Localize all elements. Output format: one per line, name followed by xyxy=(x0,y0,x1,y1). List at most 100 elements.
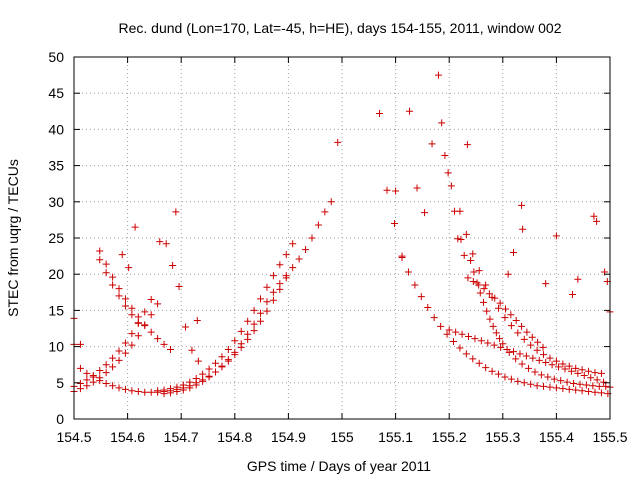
y-tick-label: 35 xyxy=(48,158,64,174)
data-point xyxy=(115,356,123,364)
data-point xyxy=(501,314,509,322)
data-point xyxy=(289,264,297,272)
data-point xyxy=(121,385,129,393)
data-point xyxy=(518,360,526,368)
data-point xyxy=(597,389,605,397)
data-point xyxy=(398,254,406,262)
data-point xyxy=(590,212,598,220)
data-point xyxy=(156,238,164,246)
data-point xyxy=(244,317,252,325)
y-tick-label: 10 xyxy=(48,339,64,355)
data-point xyxy=(495,370,503,378)
data-point xyxy=(257,309,265,317)
data-point xyxy=(574,275,582,283)
data-point xyxy=(128,330,136,338)
data-point xyxy=(447,182,455,190)
data-point xyxy=(514,377,522,385)
data-point xyxy=(507,322,515,330)
data-point xyxy=(540,382,548,390)
data-point xyxy=(237,327,245,335)
data-point xyxy=(454,235,462,243)
data-point xyxy=(166,345,174,353)
data-point xyxy=(591,388,599,396)
data-point xyxy=(552,357,560,365)
data-point xyxy=(559,360,567,368)
data-point xyxy=(96,247,104,255)
data-point xyxy=(141,321,149,329)
data-point xyxy=(503,345,511,353)
data-point xyxy=(535,356,543,364)
data-point xyxy=(542,280,550,288)
data-point xyxy=(528,333,536,341)
data-point xyxy=(602,382,610,390)
data-point xyxy=(269,288,277,296)
data-point xyxy=(96,366,104,374)
data-point xyxy=(557,377,565,385)
data-point xyxy=(490,341,498,349)
data-point xyxy=(488,367,496,375)
y-tick-label: 20 xyxy=(48,266,64,282)
data-point xyxy=(591,369,599,377)
data-point xyxy=(186,382,194,390)
data-point xyxy=(263,307,271,315)
data-point xyxy=(314,221,322,229)
data-point xyxy=(486,315,494,323)
data-point xyxy=(572,386,580,394)
data-point xyxy=(563,378,571,386)
data-point xyxy=(118,251,126,259)
data-point xyxy=(282,274,290,282)
data-point xyxy=(565,385,573,393)
data-point xyxy=(205,365,213,373)
data-point xyxy=(194,357,202,365)
data-point xyxy=(600,378,608,386)
data-point xyxy=(574,369,582,377)
data-point xyxy=(585,367,593,375)
data-point xyxy=(570,380,578,388)
data-point xyxy=(482,364,490,372)
data-point xyxy=(484,339,492,347)
data-point xyxy=(413,184,421,192)
data-point xyxy=(585,387,593,395)
grid-lines xyxy=(74,57,610,419)
data-point xyxy=(212,359,220,367)
y-tick-labels: 0 5 10 15 20 25 30 35 40 45 50 xyxy=(48,49,64,427)
data-point xyxy=(482,281,490,289)
data-point xyxy=(589,382,597,390)
data-point xyxy=(231,351,239,359)
data-point xyxy=(539,343,547,351)
data-point xyxy=(147,311,155,319)
data-point xyxy=(540,351,548,359)
data-point xyxy=(546,354,554,362)
y-tick-label: 50 xyxy=(48,49,64,65)
data-point xyxy=(391,220,399,228)
x-tick-label: 154.6 xyxy=(110,429,145,445)
y-tick-label: 30 xyxy=(48,194,64,210)
data-point xyxy=(192,379,200,387)
data-point xyxy=(582,381,590,389)
data-point xyxy=(276,285,284,293)
data-point xyxy=(462,350,470,358)
data-point xyxy=(181,323,189,331)
data-point xyxy=(496,335,504,343)
data-point xyxy=(295,255,303,263)
data-point xyxy=(321,208,329,216)
data-point xyxy=(199,376,207,384)
data-point xyxy=(154,300,162,308)
data-point xyxy=(597,369,605,377)
data-point xyxy=(522,352,530,360)
data-point xyxy=(162,240,170,248)
data-point xyxy=(172,208,180,216)
data-point xyxy=(548,361,556,369)
data-point xyxy=(102,380,110,388)
data-point xyxy=(76,380,84,388)
data-point xyxy=(495,304,503,312)
data-point xyxy=(224,345,232,353)
data-point xyxy=(179,384,187,392)
data-point xyxy=(497,343,505,351)
data-point xyxy=(121,349,129,357)
data-point xyxy=(595,382,603,390)
data-point xyxy=(250,320,258,328)
data-point xyxy=(561,365,569,373)
data-point xyxy=(520,335,528,343)
data-point xyxy=(224,357,232,365)
